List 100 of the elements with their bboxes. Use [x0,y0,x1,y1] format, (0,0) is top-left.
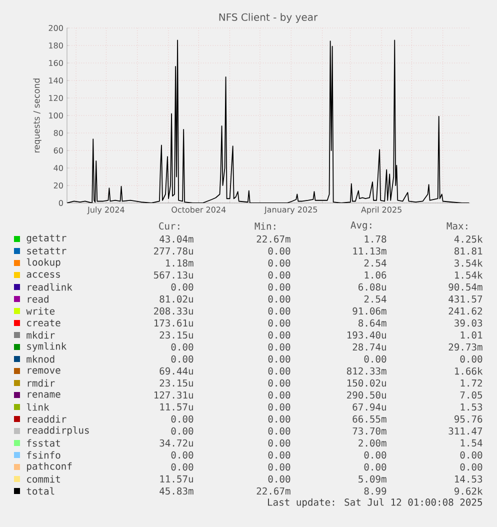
text: 22.67m [256,235,290,243]
text: 73.70m [352,427,386,435]
text: 22.67m [256,487,290,495]
text: Min: [254,222,276,230]
text: 0.00 [268,331,290,339]
text: 23.15u [160,379,193,387]
text: 0.00 [268,307,290,315]
text: 28.74u [352,343,386,351]
text: 0.00 [268,271,290,279]
text: 14.53 [455,475,482,483]
legend-label: getattr [26,234,66,244]
text: 1.78 [364,235,386,243]
text: 1.06 [364,271,386,279]
x-tick-label: July 2024 [87,206,124,214]
legend-label: rmdir [28,379,55,387]
text: 0.00 [171,283,194,291]
text: 208.33u [154,307,193,315]
y-tick-label: 60 [54,147,63,154]
text: 0.00 [171,451,194,459]
y-tick-label: 180 [49,42,63,49]
legend-label: symlink [27,342,66,352]
text: 45.83m [160,487,194,495]
legend-label: readdir [28,415,66,423]
text: 150.02u [347,379,386,387]
text: 0.00 [268,295,290,303]
y-tick-label: 20 [54,182,63,189]
text: 0.00 [268,367,290,375]
text: 0.00 [460,451,482,459]
text: 3.54k [454,259,483,267]
text: 127.31u [154,391,193,399]
text: 290.50u [347,391,386,399]
text: 4.25k [454,235,483,243]
text: Last update: Sat Jul 12 01:00:08 2025 [268,498,482,508]
text: 1.01 [460,331,482,339]
text: 0.00 [171,415,194,423]
text: 431.57 [448,295,482,303]
text: Avg: [350,221,372,231]
legend-label: total [26,487,54,495]
text: 0.00 [268,247,290,255]
text: 1.66k [455,367,483,375]
legend-label: mkdir [26,331,55,339]
text: 8.99 [364,487,386,495]
text: 29.73m [448,343,482,351]
text: 2.00m [358,439,386,447]
legend-label: mknod [26,355,54,363]
text: 0.00 [364,355,386,363]
text: 193.40u [347,331,386,339]
text: 1.54k [455,271,483,279]
legend-label: readlink [28,283,72,291]
text: 1.18m [166,259,194,267]
text: 567.13u [154,271,193,279]
text: 8.64m [358,319,386,327]
text: 0.00 [171,463,194,471]
text: 2.54 [364,259,386,267]
chart-title: NFS Client - by year [219,13,318,23]
y-tick-label: 80 [54,130,63,136]
legend-label: fsinfo [27,451,60,459]
text: 66.55m [352,415,386,423]
legend-label: readdirplus [28,426,89,436]
legend-label: fsstat [27,439,60,447]
text: 0.00 [364,451,386,459]
text: 7.05 [460,391,482,399]
text: 91.06m [352,307,386,315]
text: 39.03 [454,319,482,327]
x-tick-label: April 2025 [361,206,402,214]
legend-label: rename [28,392,60,398]
text: 0.00 [171,355,194,363]
text: 43.04m [160,235,194,243]
y-tick-label: 120 [49,94,63,102]
text: 0.00 [171,343,194,351]
y-axis-title: requests / second [33,78,42,152]
text: 11.13m [353,247,386,255]
text: 1.72 [460,379,482,387]
text: 2.54 [364,295,386,303]
text: 1.54 [460,439,482,447]
text: 0.00 [460,355,482,363]
legend-label: lookup [26,258,60,268]
text: 0.00 [364,463,386,471]
text: 0.00 [268,427,290,435]
text: 173.61u [154,319,193,327]
legend-label: remove [28,368,60,374]
text: 0.00 [268,379,290,387]
text: 6.08u [358,283,386,291]
legend-label: write [26,307,55,315]
y-tick-label: 40 [54,164,63,172]
text: 0.00 [268,451,290,459]
y-tick-label: 0 [58,200,63,206]
text: 0.00 [268,355,290,363]
text: 23.15u [160,331,193,339]
text: 9.62k [454,487,483,495]
text: 0.00 [268,319,290,327]
text: 95.76 [454,415,482,423]
text: 0.00 [268,283,290,291]
text: 34.72u [160,439,193,447]
text: 0.00 [268,415,290,423]
legend-label: pathconf [27,462,72,472]
text: 812.33m [346,367,386,375]
text: 0.00 [268,463,290,471]
y-tick-label: 160 [49,60,63,66]
text: 0.00 [171,427,194,435]
